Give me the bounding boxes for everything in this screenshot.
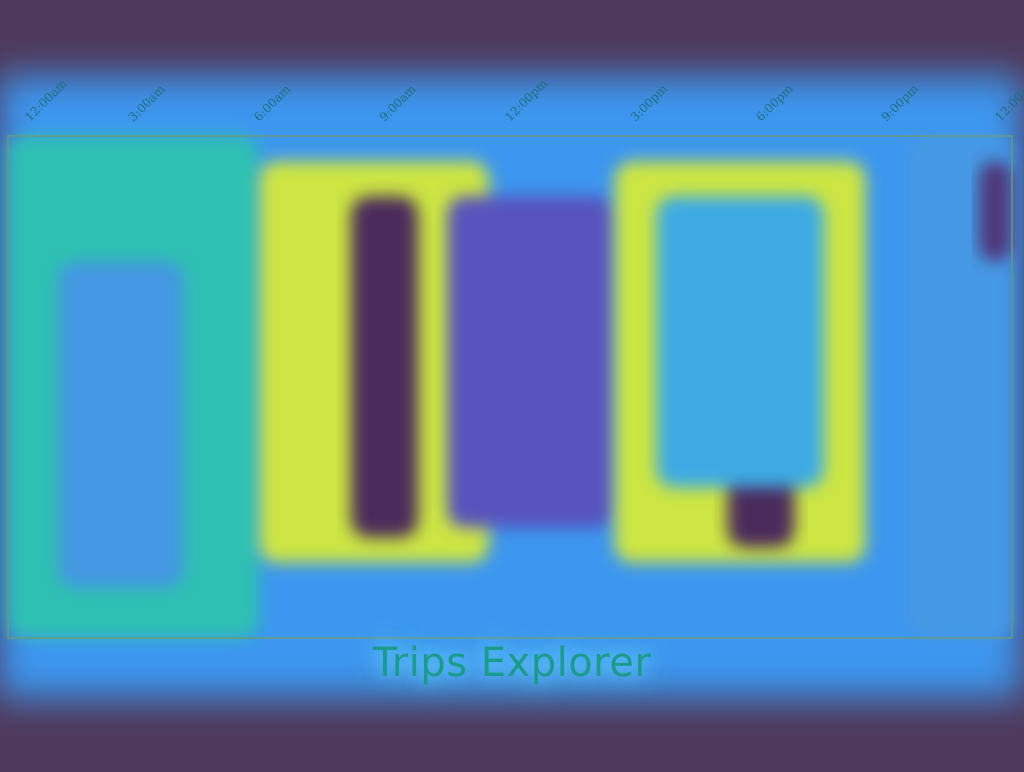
heatmap-cell-7 [656,196,824,488]
heatmap-cell-1 [58,261,184,588]
chart-title: Trips Explorer [372,640,652,686]
heatmap-cell-8 [907,136,1012,638]
heatmap-regions [8,136,1012,638]
heatmap-cell-4 [447,196,615,528]
heatmap-cell-3 [351,196,418,538]
heatmap-cell-9 [978,161,1012,262]
plot-frame [7,135,1013,639]
